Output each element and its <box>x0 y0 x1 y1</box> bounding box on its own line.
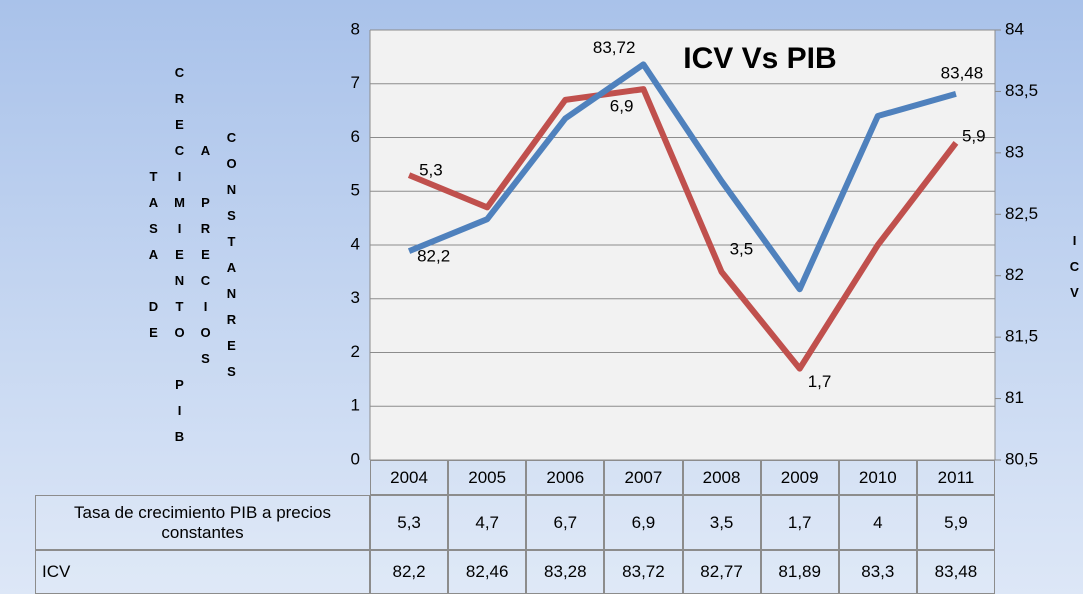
data-label: 82,2 <box>417 247 450 266</box>
y-tick-label: 6 <box>351 127 360 146</box>
data-label: 5,3 <box>419 161 443 180</box>
table-series-name: Tasa de crecimiento PIB a precios consta… <box>35 495 370 550</box>
table-series-name: ICV <box>35 550 370 594</box>
table-value: 4,7 <box>448 495 527 550</box>
table-value: 3,5 <box>682 495 761 550</box>
y2-tick-label: 80,5 <box>1005 449 1038 468</box>
x-tick-label: 2009 <box>760 460 839 495</box>
table-value: 83,3 <box>838 550 917 594</box>
series-line <box>407 86 959 372</box>
table-value: 83,48 <box>916 550 995 594</box>
y-tick-label: 0 <box>351 449 360 468</box>
y2-tick-label: 82,5 <box>1005 204 1038 223</box>
x-tick-label: 2011 <box>916 460 995 495</box>
data-label: 1,7 <box>808 372 832 391</box>
series-line <box>407 61 957 293</box>
table-value: 1,7 <box>760 495 839 550</box>
table-value: 6,7 <box>526 495 605 550</box>
data-label: 6,9 <box>610 97 634 116</box>
table-value: 82,46 <box>448 550 527 594</box>
y2-tick-label: 84 <box>1005 19 1024 38</box>
data-label: 83,72 <box>593 38 636 57</box>
table-value: 83,28 <box>526 550 605 594</box>
y-tick-label: 7 <box>351 73 360 92</box>
x-tick-label: 2006 <box>526 460 605 495</box>
table-value: 81,89 <box>760 550 839 594</box>
x-tick-label: 2010 <box>838 460 917 495</box>
table-value: 5,9 <box>916 495 995 550</box>
table-value: 82,2 <box>370 550 449 594</box>
y2-tick-label: 83 <box>1005 142 1024 161</box>
table-value: 5,3 <box>370 495 449 550</box>
y-tick-label: 5 <box>351 181 360 200</box>
y2-tick-label: 82 <box>1005 265 1024 284</box>
y-axis-title: TASA DE CRECIMIENTO PIB A PRECIOS CONSTA… <box>146 65 239 455</box>
table-value: 82,77 <box>682 550 761 594</box>
data-label: 83,48 <box>941 63 984 82</box>
data-label: 5,9 <box>962 126 986 145</box>
y2-tick-label: 81 <box>1005 388 1024 407</box>
x-tick-label: 2004 <box>370 460 449 495</box>
x-tick-label: 2008 <box>682 460 761 495</box>
table-value: 83,72 <box>604 550 683 594</box>
y2-tick-label: 81,5 <box>1005 327 1038 346</box>
y-tick-label: 8 <box>351 19 360 38</box>
y-tick-label: 4 <box>351 234 360 253</box>
y-tick-label: 2 <box>351 342 360 361</box>
x-tick-label: 2007 <box>604 460 683 495</box>
table-value: 4 <box>838 495 917 550</box>
data-label: 3,5 <box>730 239 754 258</box>
y2-tick-label: 83,5 <box>1005 81 1038 100</box>
y2-axis-title: ICV <box>1067 233 1082 311</box>
table-value: 6,9 <box>604 495 683 550</box>
y-tick-label: 1 <box>351 396 360 415</box>
y-tick-label: 3 <box>351 288 360 307</box>
x-tick-label: 2005 <box>448 460 527 495</box>
chart-title: ICV Vs PIB <box>683 42 836 75</box>
